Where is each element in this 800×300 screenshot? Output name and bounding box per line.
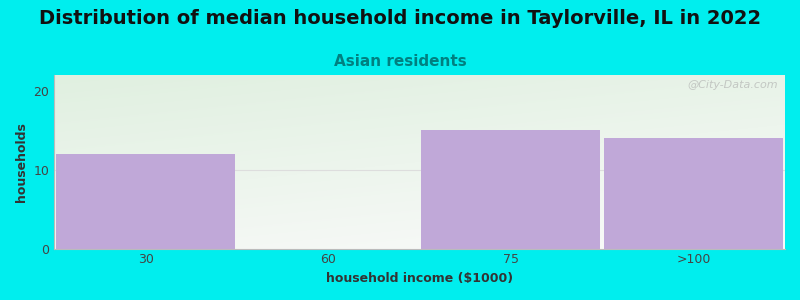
Text: @City-Data.com: @City-Data.com [687,80,778,90]
Bar [604,138,783,249]
Bar [422,130,601,249]
Text: Distribution of median household income in Taylorville, IL in 2022: Distribution of median household income … [39,9,761,28]
Text: Asian residents: Asian residents [334,54,466,69]
Y-axis label: households: households [15,122,28,202]
Bar [56,154,235,249]
X-axis label: household income ($1000): household income ($1000) [326,272,514,285]
